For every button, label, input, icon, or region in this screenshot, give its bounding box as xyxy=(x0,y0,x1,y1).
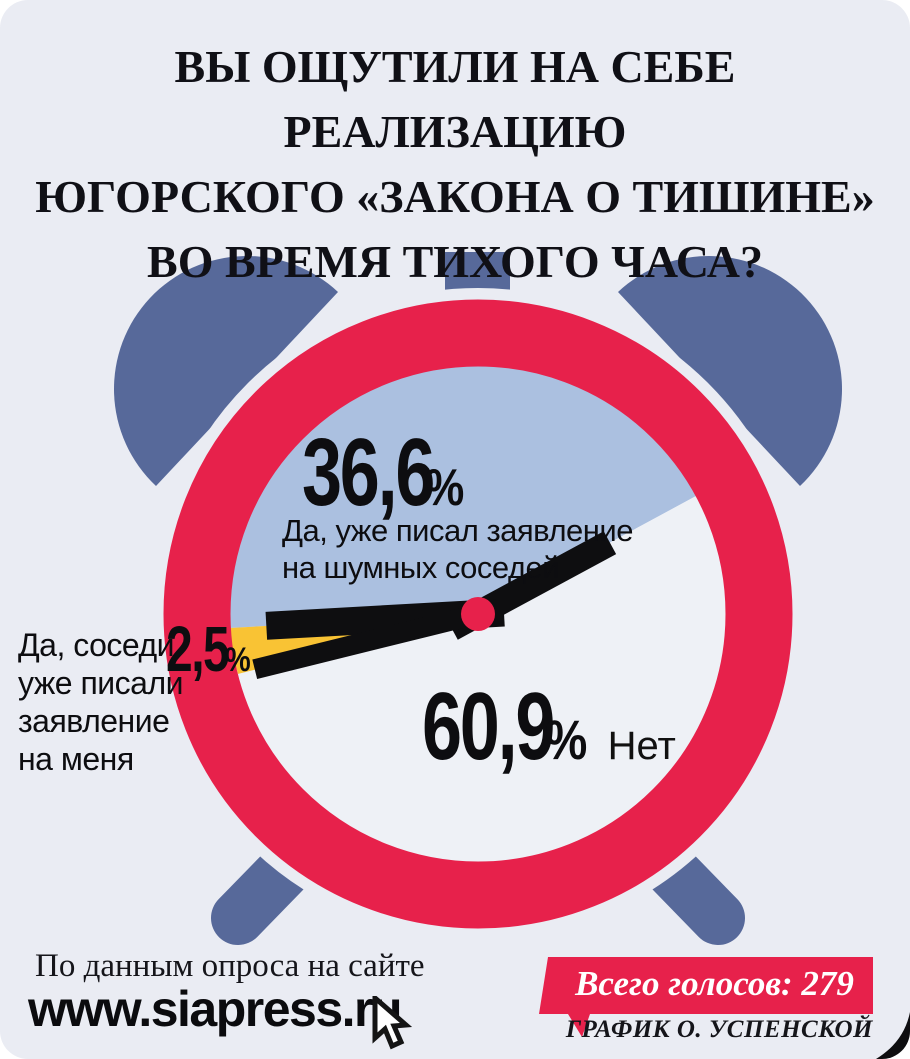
credit-text: ГРАФИК О. УСПЕНСКОЙ xyxy=(565,1016,873,1043)
slice-36-6-percent-sign: % xyxy=(424,459,464,517)
slice-60-9-number: 60,9 xyxy=(422,673,555,780)
slice-36-6-label: Да, уже писал заявление на шумных соседе… xyxy=(282,512,633,586)
right-bell-shape xyxy=(618,255,843,486)
slice-2-5-label-line2: уже писали xyxy=(18,665,184,701)
slice-60-9-label: Нет xyxy=(607,724,676,768)
slice-60-9-percent-sign: % xyxy=(544,708,587,771)
total-votes-text: Всего голосов: 279 xyxy=(575,963,854,1003)
slice-2-5-number: 2,5 xyxy=(166,613,230,685)
slice-60-9-value: 60,9 % Нет xyxy=(422,672,676,782)
slice-36-6 xyxy=(229,365,696,628)
title-line-2: ЮГОРСКОГО «ЗАКОНА О ТИШИНЕ» xyxy=(35,171,875,222)
clock-center-dot xyxy=(461,597,495,631)
slice-2-5-label-line3: заявление xyxy=(18,703,170,739)
slice-60-9 xyxy=(238,496,728,865)
slice-2-5-label-line1: Да, соседи xyxy=(18,627,175,663)
slice-2-5-value: 2,5 % xyxy=(166,612,254,686)
clock-ring xyxy=(163,299,793,929)
slice-36-6-value: 36,6 % xyxy=(302,418,470,528)
slice-36-6-number: 36,6 xyxy=(302,419,435,526)
slice-36-6-label-line1: Да, уже писал заявление xyxy=(282,513,633,548)
website-link[interactable]: www.siapress.ru xyxy=(28,981,403,1037)
slice-2-5-label: Да, соседи уже писали заявление на меня xyxy=(18,626,184,778)
slice-2-5-percent-sign: % xyxy=(224,641,251,679)
second-hand xyxy=(252,599,500,679)
poll-question-title: ВЫ ОЩУТИЛИ НА СЕБЕ РЕАЛИЗАЦИЮ ЮГОРСКОГО … xyxy=(0,34,910,294)
mouse-cursor-icon xyxy=(372,996,413,1050)
source-text: По данным опроса на сайте xyxy=(35,948,425,984)
title-line-1: ВЫ ОЩУТИЛИ НА СЕБЕ РЕАЛИЗАЦИЮ xyxy=(174,41,736,157)
corner-fold xyxy=(876,1012,910,1059)
slice-2-5-label-line4: на меня xyxy=(18,741,134,777)
slice-36-6-label-line2: на шумных соседей xyxy=(282,550,560,585)
left-bell-shape xyxy=(113,255,338,486)
title-line-3: ВО ВРЕМЯ ТИХОГО ЧАСА? xyxy=(147,236,763,287)
